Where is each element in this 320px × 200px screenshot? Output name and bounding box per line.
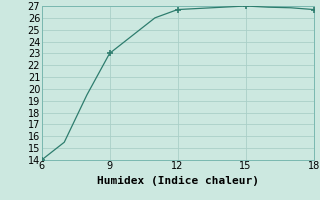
X-axis label: Humidex (Indice chaleur): Humidex (Indice chaleur) [97, 176, 259, 186]
